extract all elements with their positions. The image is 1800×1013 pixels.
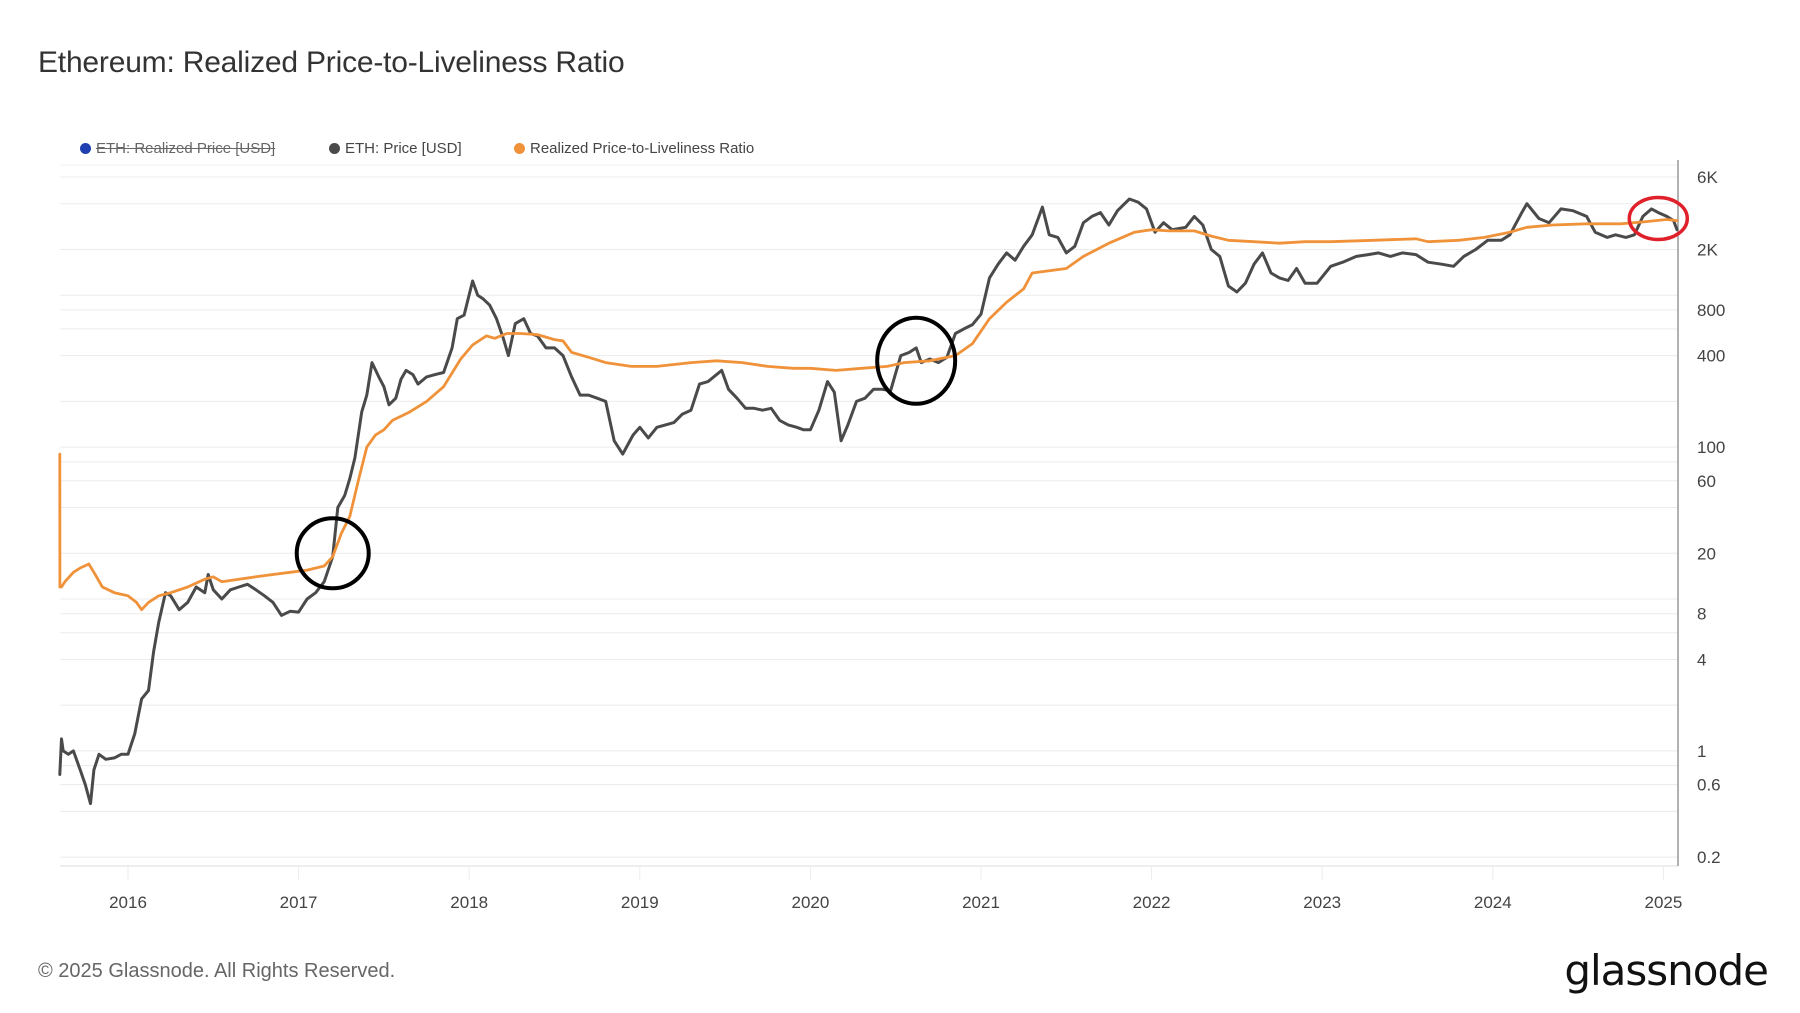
x-tick-label: 2018 bbox=[450, 893, 488, 912]
x-tick-label: 2016 bbox=[109, 893, 147, 912]
legend-dot-icon bbox=[329, 143, 340, 154]
x-tick-label: 2024 bbox=[1474, 893, 1512, 912]
glassnode-logo: glassnode bbox=[1564, 946, 1769, 995]
x-tick-label: 2021 bbox=[962, 893, 1000, 912]
y-tick-label: 100 bbox=[1697, 438, 1725, 457]
annotation-black-circle bbox=[875, 315, 958, 406]
y-tick-label: 2K bbox=[1697, 240, 1718, 259]
y-tick-label: 0.2 bbox=[1697, 848, 1721, 867]
gridlines bbox=[60, 164, 1678, 858]
y-tick-label: 1 bbox=[1697, 742, 1706, 761]
x-tick-label: 2017 bbox=[280, 893, 318, 912]
x-tick-label: 2023 bbox=[1303, 893, 1341, 912]
y-tick-label: 800 bbox=[1697, 301, 1725, 320]
legend-item-realized-price[interactable]: ETH: Realized Price [USD] bbox=[80, 140, 275, 157]
legend-label: Realized Price-to-Liveliness Ratio bbox=[530, 140, 755, 157]
y-tick-label: 60 bbox=[1697, 472, 1716, 491]
copyright: © 2025 Glassnode. All Rights Reserved. bbox=[38, 960, 396, 982]
series-layer bbox=[58, 197, 1679, 806]
legend-label: ETH: Price [USD] bbox=[345, 140, 462, 157]
legend-label: ETH: Realized Price [USD] bbox=[96, 140, 276, 157]
y-tick-label: 20 bbox=[1697, 544, 1716, 563]
y-tick-label: 4 bbox=[1697, 650, 1706, 669]
annotation-black-circle bbox=[294, 516, 371, 591]
series-line-eth-price bbox=[58, 197, 1679, 806]
x-axis-ticks: 2016 2017 2018 2019 2020 2021 2022 2023 2024 2025 bbox=[109, 866, 1682, 912]
legend-dot-icon bbox=[80, 143, 91, 154]
legend-dot-icon bbox=[514, 143, 525, 154]
x-tick-label: 2020 bbox=[791, 893, 829, 912]
x-tick-label: 2019 bbox=[621, 893, 659, 912]
annotation-red-ellipse bbox=[1627, 195, 1690, 242]
y-tick-label: 8 bbox=[1697, 605, 1706, 624]
x-tick-label: 2022 bbox=[1133, 893, 1171, 912]
legend-item-ratio[interactable]: Realized Price-to-Liveliness Ratio bbox=[514, 140, 754, 157]
series-line-ratio bbox=[58, 218, 1679, 612]
chart-title: Ethereum: Realized Price-to-Liveliness R… bbox=[38, 46, 625, 79]
annotations-layer bbox=[294, 195, 1690, 591]
y-tick-label: 0.6 bbox=[1697, 776, 1721, 795]
y-axis-ticks: 6K 2K 800 400 100 60 20 8 4 1 0.6 0.2 bbox=[1697, 168, 1725, 867]
x-tick-label: 2025 bbox=[1644, 893, 1682, 912]
y-tick-label: 400 bbox=[1697, 347, 1725, 366]
chart-plot: 2016 2017 2018 2019 2020 2021 2022 2023 2024 2025… bbox=[58, 160, 1725, 912]
y-tick-label: 6K bbox=[1697, 168, 1718, 187]
axes bbox=[60, 160, 1679, 867]
legend-item-price[interactable]: ETH: Price [USD] bbox=[329, 140, 462, 157]
